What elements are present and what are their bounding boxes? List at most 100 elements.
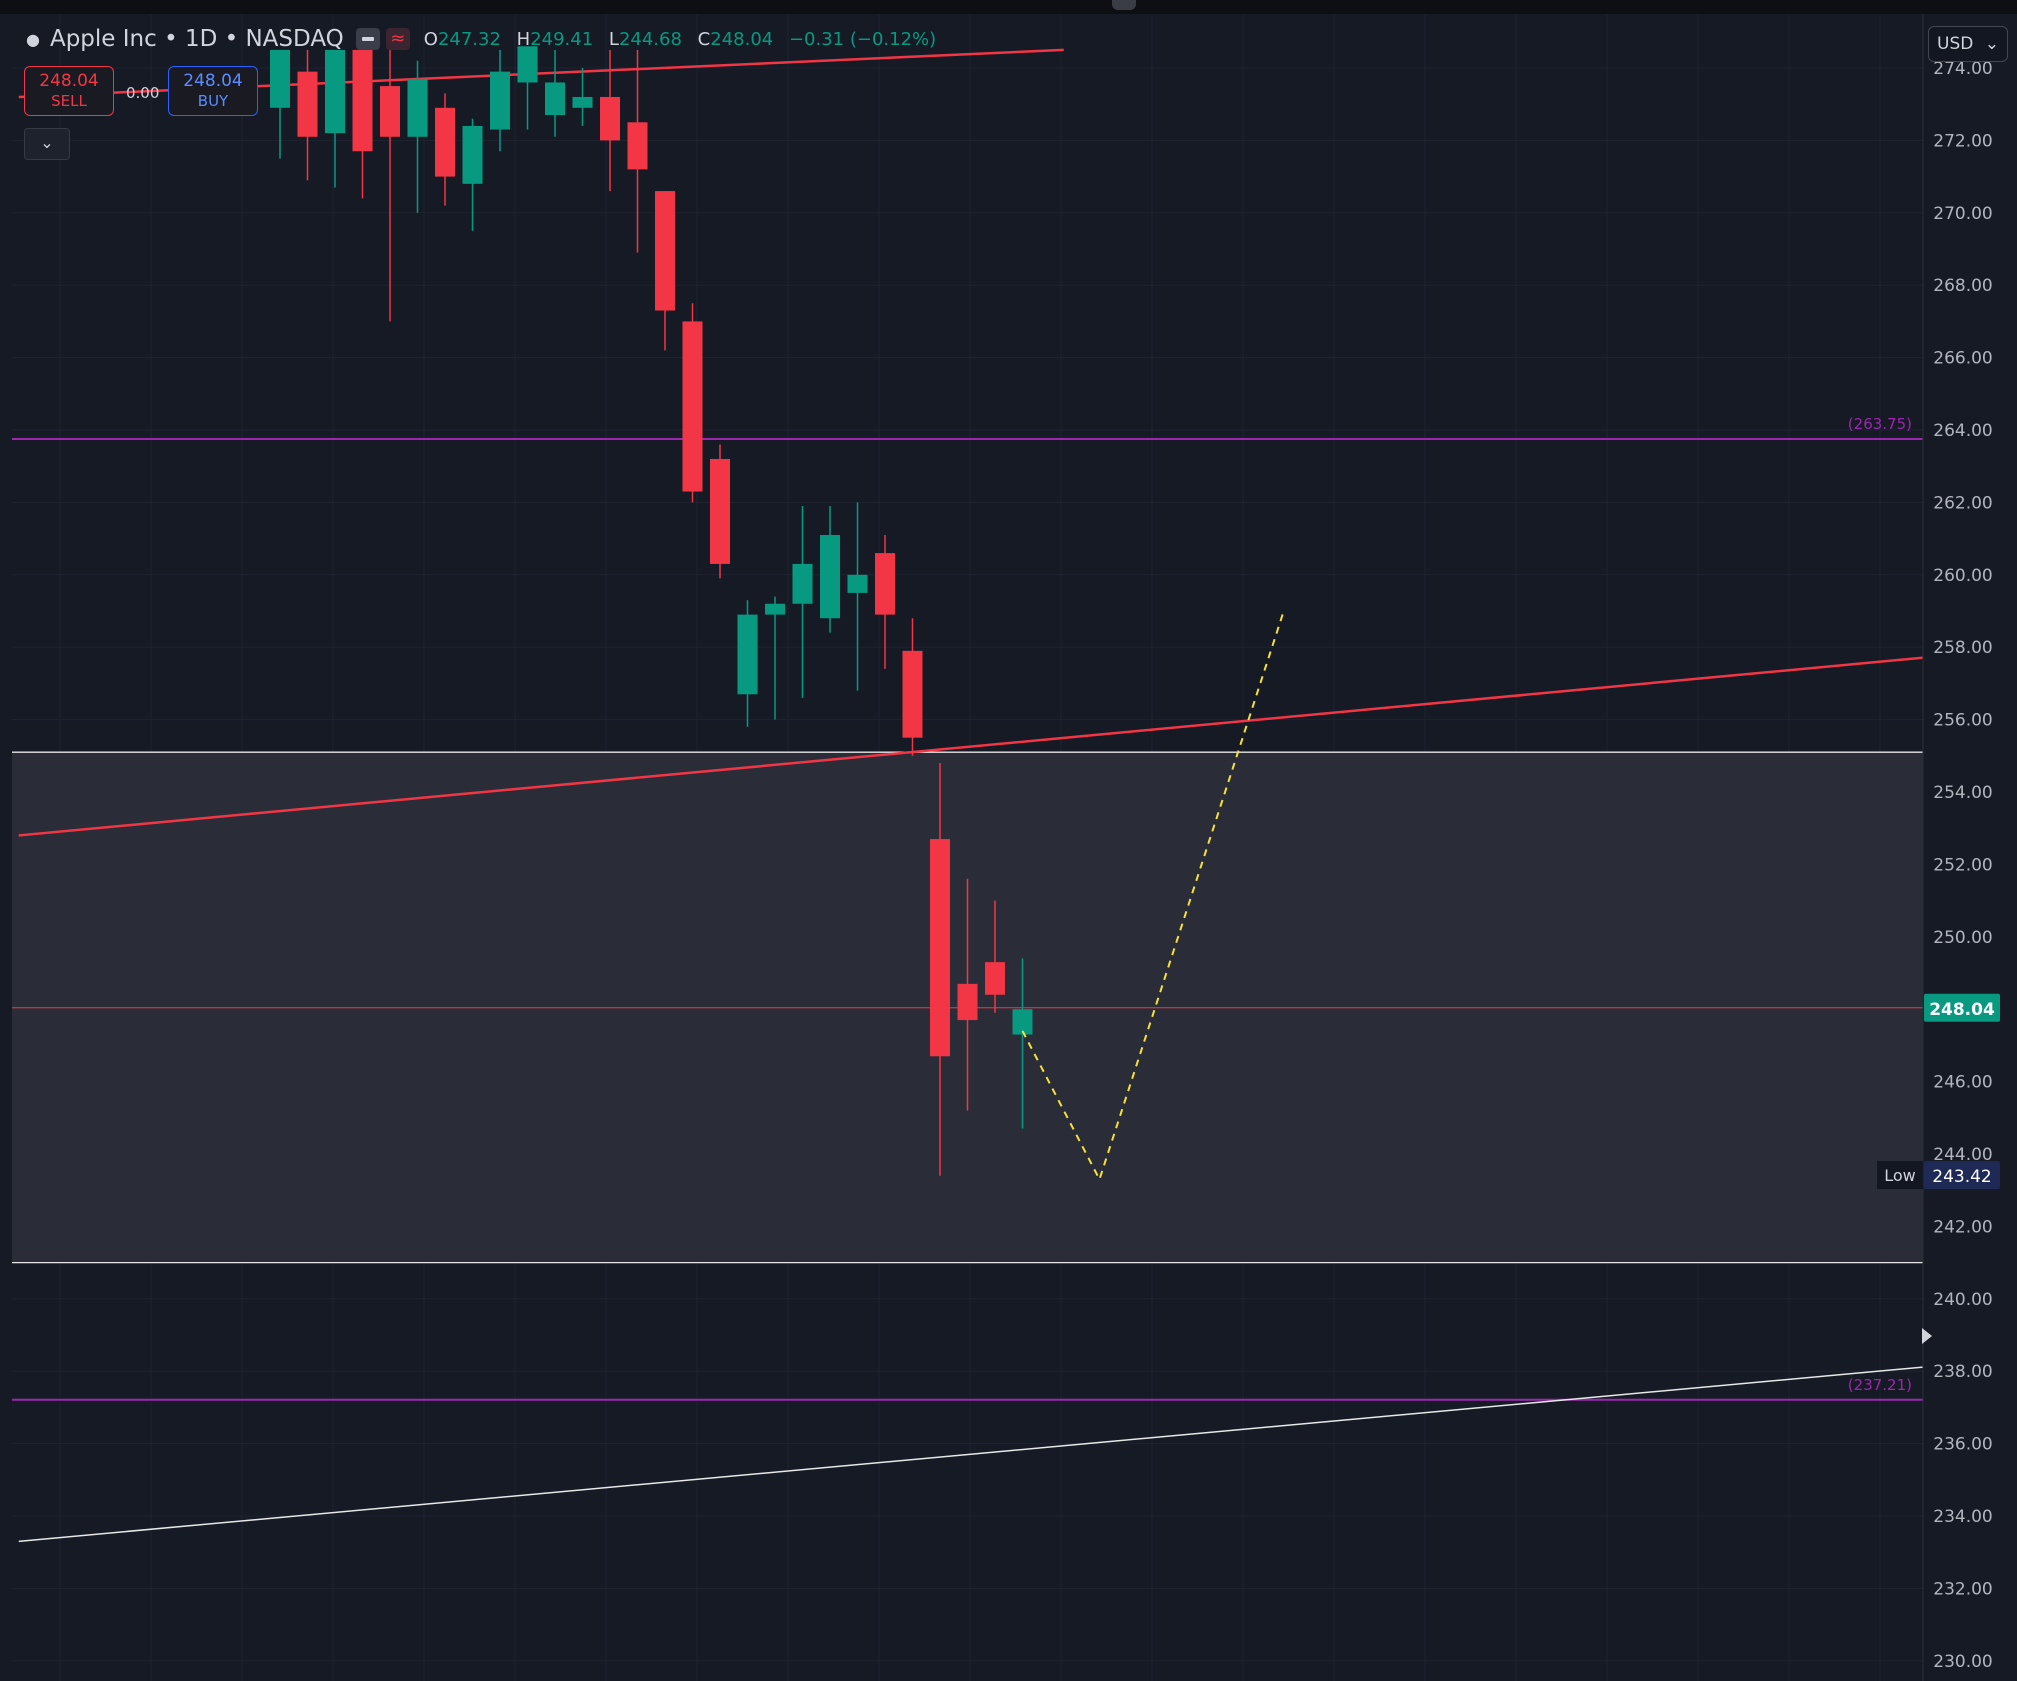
sell-button[interactable]: 248.04 SELL [24,66,114,116]
candle-body [765,603,785,615]
candle-body [875,553,895,615]
buy-label: BUY [197,92,229,110]
candle-body [517,46,538,83]
candle[interactable] [875,534,895,669]
currency-label: USD [1937,34,1974,54]
red-trendline[interactable] [18,653,1958,837]
price-tick-label: 236.00 [1933,1435,1992,1455]
low-price-tag [1924,1160,2000,1189]
candle[interactable] [545,49,565,137]
candle-body [792,563,813,604]
wave-icon[interactable]: ≈ [385,28,410,50]
white-trendline[interactable] [18,1363,1958,1543]
currency-select[interactable]: USD ⌄ [1928,26,2008,62]
candle-body [847,574,868,593]
low-price-tag-label: 243.42 [1932,1167,1991,1187]
price-tick-label: 266.00 [1933,349,1992,369]
buy-button[interactable]: 248.04 BUY [168,66,258,116]
candle[interactable] [270,49,290,159]
candle[interactable] [297,49,318,181]
candle-body [407,78,428,137]
price-tick-label: 272.00 [1933,131,1992,151]
candle-body [627,122,648,170]
candle[interactable] [380,49,400,322]
symbol-legend[interactable]: ● Apple Inc • 1D • NASDAQ ≈ O247.32 H249… [26,26,946,52]
candle-body [1012,1009,1033,1035]
candle-body [545,82,565,116]
apple-logo-icon: ● [26,29,40,49]
projection-path [1021,610,1285,1182]
candlestick-series [270,46,1033,1176]
current-price-tag-label: 248.04 [1929,1000,1995,1020]
collapse-legend-button[interactable]: ⌄ [24,128,70,160]
candle-body [682,321,703,492]
price-tick-label: 262.00 [1933,493,1992,513]
candle[interactable] [847,502,868,691]
low-tag-bg [1877,1160,1923,1189]
candle[interactable] [490,49,510,152]
candle[interactable] [737,600,758,727]
price-tick-label: 232.00 [1933,1579,1992,1599]
current-price-tag [1924,993,2000,1022]
candle-body [325,49,345,134]
buy-price: 248.04 [183,71,243,91]
candle[interactable] [435,93,455,206]
candle[interactable] [1012,958,1033,1129]
projection-line[interactable] [1021,610,1285,1182]
sell-label: SELL [51,92,87,110]
candle[interactable] [600,49,620,192]
candle-body [352,49,373,152]
price-tick-label: 258.00 [1933,638,1992,658]
candle[interactable] [352,49,373,199]
close-value: 248.04 [710,28,774,50]
candle-body [380,86,400,137]
low-tag-label: Low [1884,1166,1916,1185]
chevron-down-icon: ⌄ [1984,34,1999,54]
candle[interactable] [765,596,785,720]
candle[interactable] [682,303,703,503]
candle[interactable] [517,46,538,130]
high-value: 249.41 [530,28,594,50]
candle[interactable] [930,763,950,1176]
candle[interactable] [820,506,840,633]
candle-body [930,839,950,1057]
level-label: (237.21) [1848,1376,1912,1394]
spread-value: 0.00 [126,84,160,102]
candle-body [572,96,593,108]
change-value: −0.31 (−0.12%) [788,28,937,50]
candle[interactable] [957,878,978,1111]
hide-indicator-icon[interactable] [355,28,380,50]
scroll-right-icon[interactable] [1922,1328,1932,1344]
candle[interactable] [792,506,813,698]
open-label: O [423,28,438,50]
candle-body [297,71,318,137]
price-tick-label: 244.00 [1933,1145,1992,1165]
candle[interactable] [985,900,1005,1013]
toolbar-handle[interactable] [1112,0,1136,10]
price-tick-label: 246.00 [1933,1073,1992,1093]
candle[interactable] [407,60,428,213]
symbol-title[interactable]: Apple Inc • 1D • NASDAQ [49,26,344,52]
candle[interactable] [572,68,593,126]
price-tick-label: 274.00 [1933,59,1992,79]
price-axis-bg [1923,14,2017,1681]
price-tick-label: 250.00 [1933,928,1992,948]
price-tick-label: 240.00 [1933,1290,1992,1310]
candle[interactable] [325,49,345,188]
candle[interactable] [655,191,675,351]
price-tick-label: 230.00 [1933,1652,1992,1672]
candle[interactable] [627,49,648,253]
sell-price: 248.04 [39,71,99,91]
ohlc-readout: O247.32 H249.41 L244.68 C248.04 −0.31 (−… [424,29,946,50]
open-value: 247.32 [437,28,501,50]
top-toolbar-strip [0,0,2017,14]
candle-body [490,71,510,130]
high-label: H [516,28,531,50]
candle[interactable] [462,118,483,231]
candle[interactable] [710,444,730,579]
price-axis[interactable]: 274.00 272.00 270.00 268.00 266.00 264.00 262.… [1933,59,1992,1672]
candle[interactable] [902,618,923,756]
low-label: L [608,28,619,50]
price-tick-label: 238.00 [1933,1362,1992,1382]
